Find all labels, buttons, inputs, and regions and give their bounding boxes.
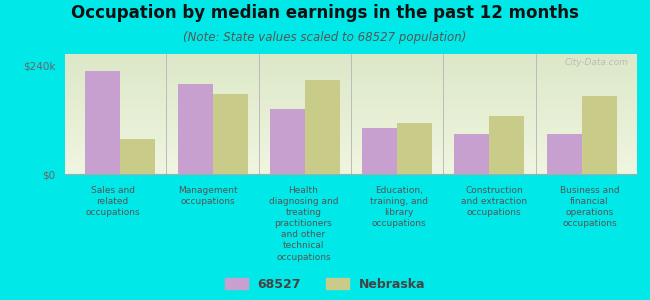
Text: City-Data.com: City-Data.com bbox=[564, 58, 629, 67]
Bar bbox=[120, 139, 155, 174]
Text: (Note: State values scaled to 68527 population): (Note: State values scaled to 68527 popu… bbox=[183, 32, 467, 44]
Text: Business and
financial
operations
occupations: Business and financial operations occupa… bbox=[560, 186, 619, 228]
Bar bbox=[305, 80, 340, 174]
Bar bbox=[362, 128, 397, 174]
Bar bbox=[489, 116, 525, 174]
Text: Education,
training, and
library
occupations: Education, training, and library occupat… bbox=[370, 186, 428, 228]
Bar bbox=[85, 71, 120, 174]
Bar bbox=[454, 134, 489, 174]
Bar bbox=[582, 96, 617, 174]
Bar bbox=[397, 123, 432, 174]
Text: Occupation by median earnings in the past 12 months: Occupation by median earnings in the pas… bbox=[71, 4, 579, 22]
Text: Management
occupations: Management occupations bbox=[178, 186, 238, 206]
Bar bbox=[177, 84, 213, 174]
Text: Sales and
related
occupations: Sales and related occupations bbox=[85, 186, 140, 217]
Text: Construction
and extraction
occupations: Construction and extraction occupations bbox=[461, 186, 527, 217]
Bar bbox=[270, 109, 305, 174]
Legend: 68527, Nebraska: 68527, Nebraska bbox=[225, 278, 425, 291]
Bar bbox=[213, 94, 248, 174]
Text: Health
diagnosing and
treating
practitioners
and other
technical
occupations: Health diagnosing and treating practitio… bbox=[268, 186, 338, 262]
Bar bbox=[547, 134, 582, 174]
